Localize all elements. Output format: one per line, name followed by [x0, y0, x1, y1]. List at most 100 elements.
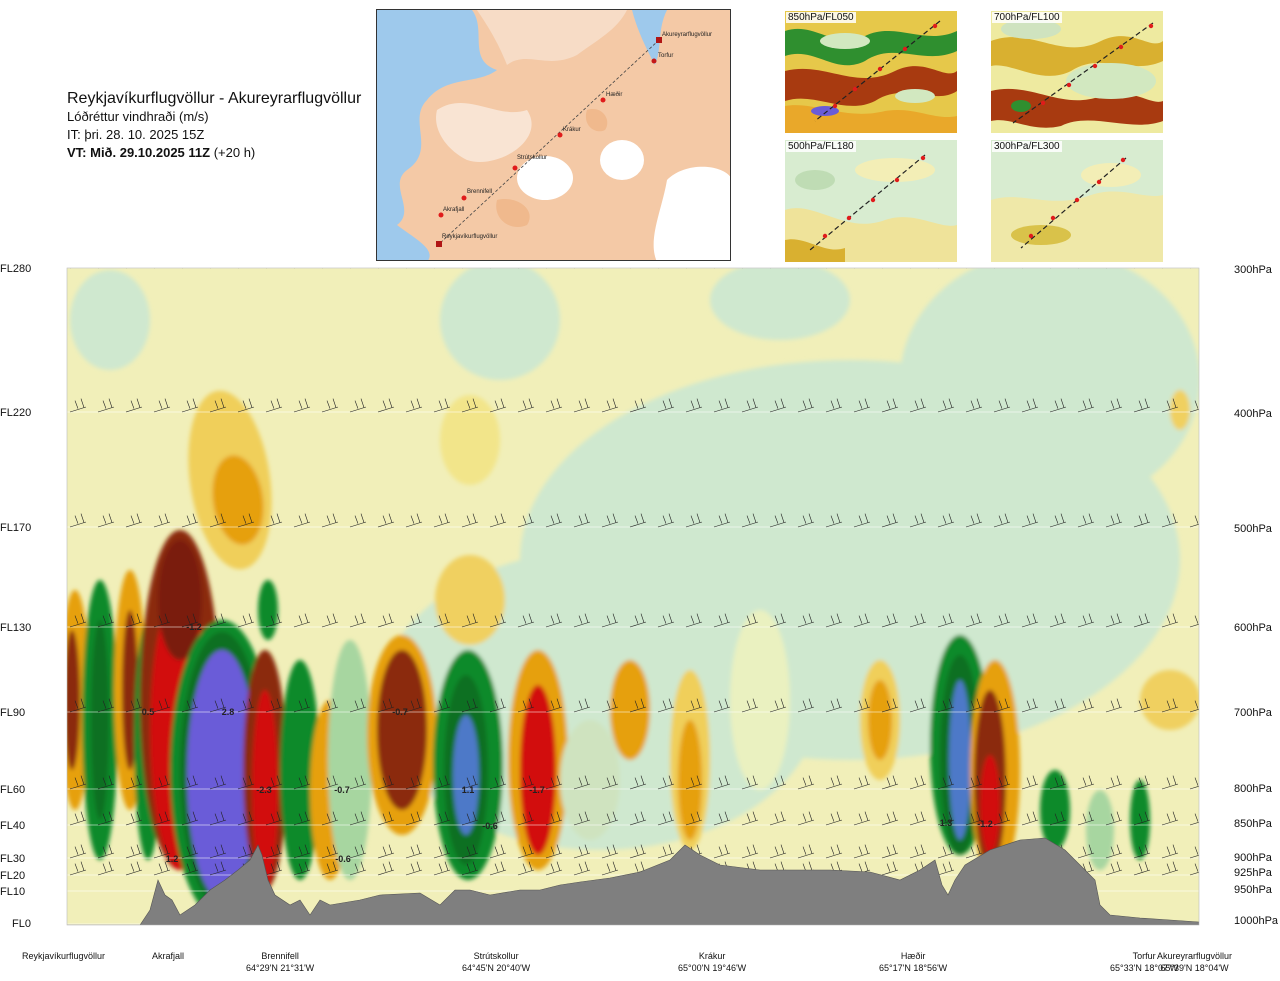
wind-barb [433, 775, 451, 790]
wind-barb [293, 811, 311, 826]
wind-barb [993, 698, 1011, 713]
wind-barb [181, 861, 199, 876]
wind-barb [658, 268, 660, 269]
wind-barb [321, 811, 339, 826]
wind-barb [461, 775, 479, 790]
wind-barb [517, 844, 535, 859]
fl-label-10: FL10 [0, 886, 26, 898]
wind-barb [405, 861, 423, 876]
wind-barb [966, 268, 968, 269]
wind-barb [769, 613, 787, 628]
wind-barb [490, 268, 492, 269]
field-cell-14 [158, 540, 202, 660]
value-label: -0.6 [335, 854, 351, 864]
station-marker-reykjavikurflugvollur [436, 241, 442, 247]
wind-barb [1049, 811, 1067, 826]
route-map-svg: Akureyrarflugvöllur Torfur Hæðir Krákur … [377, 10, 730, 260]
wind-barb [909, 698, 927, 713]
waypoint-akrafjall: Akrafjall [152, 950, 184, 962]
wind-barb [489, 775, 507, 790]
hpa-label-925: 925hPa [1234, 867, 1272, 879]
wind-barb [546, 268, 548, 269]
wind-barb [154, 268, 156, 269]
waypoint-reykjavikurflugvollur: Reykjavíkurflugvöllur [22, 950, 105, 962]
wind-barb [209, 811, 227, 826]
wind-barb [433, 861, 451, 876]
waypoint-name: Reykjavíkurflugvöllur [22, 951, 106, 961]
wind-barb [321, 844, 339, 859]
station-label-haedir: Hæðir [606, 91, 622, 98]
wind-barb [965, 775, 983, 790]
wind-barb [294, 268, 296, 269]
wind-barb [629, 513, 647, 528]
wind-barb [881, 775, 899, 790]
wind-barb [405, 775, 423, 790]
wind-barb [1189, 846, 1199, 859]
wind-barb [125, 775, 143, 790]
wind-barb [629, 613, 647, 628]
wind-barb [265, 844, 283, 859]
wind-barb [545, 513, 563, 528]
wind-barb [601, 811, 619, 826]
wind-barb [657, 844, 675, 859]
wind-barb [377, 861, 395, 876]
wind-barb [713, 775, 731, 790]
wind-barb [965, 698, 983, 713]
glacier-langjokull [517, 156, 573, 200]
downdraft-mid [377, 650, 427, 810]
wind-barb [517, 698, 535, 713]
wind-barb [601, 775, 619, 790]
value-label: 1.2 [166, 854, 179, 864]
wind-barb [769, 775, 787, 790]
wind-barb [265, 861, 283, 876]
wind-barb [181, 775, 199, 790]
wind-barb [238, 268, 240, 269]
field-cell-18 [258, 580, 278, 640]
wind-barb [853, 811, 871, 826]
wind-barb [853, 613, 871, 628]
wind-barb [349, 844, 367, 859]
wind-barb [293, 775, 311, 790]
wind-barb [629, 775, 647, 790]
fjord-north [632, 10, 667, 65]
panel-700hpa: 700hPa/FL100 [991, 11, 1163, 133]
wind-barb [937, 811, 955, 826]
wind-barb [489, 698, 507, 713]
wind-barb [1049, 513, 1067, 528]
wind-barb [321, 775, 339, 790]
wind-barb [993, 775, 1011, 790]
wind-barb [629, 398, 647, 413]
wind-barb [405, 844, 423, 859]
station-marker-strutskollur [512, 165, 518, 171]
wind-barb [1133, 811, 1151, 826]
wind-barb [489, 844, 507, 859]
wind-barb [237, 613, 255, 628]
wind-barb [433, 698, 451, 713]
field-cell-2 [440, 395, 500, 485]
wind-barb [685, 398, 703, 413]
wind-barb [321, 698, 339, 713]
wind-barb [1133, 861, 1151, 876]
wind-barb [1021, 811, 1039, 826]
wind-barb [1105, 513, 1123, 528]
wind-barb [657, 775, 675, 790]
wind-barb [1049, 775, 1067, 790]
wind-barb [798, 268, 800, 269]
wind-barb [937, 698, 955, 713]
wind-barb [1161, 613, 1179, 628]
waypoint-akureyrarflugvollur: Akureyrarflugvöllur 65°39'N 18°04'W [1157, 950, 1232, 974]
wind-barb [965, 811, 983, 826]
wind-barb [657, 398, 675, 413]
wind-barb [1133, 613, 1151, 628]
field-cell-37 [1040, 770, 1070, 850]
wind-barb [265, 811, 283, 826]
wind-barb [153, 613, 171, 628]
wind-barb [97, 698, 115, 713]
wind-barb [1049, 398, 1067, 413]
wind-barb [713, 398, 731, 413]
wind-barb [1189, 863, 1199, 876]
waypoint-coord: 65°00'N 19°46'W [678, 963, 747, 973]
wind-barb [349, 398, 367, 413]
wind-barb [741, 811, 759, 826]
waypoint-coord: 65°33'N 18°07'W [1110, 963, 1179, 973]
